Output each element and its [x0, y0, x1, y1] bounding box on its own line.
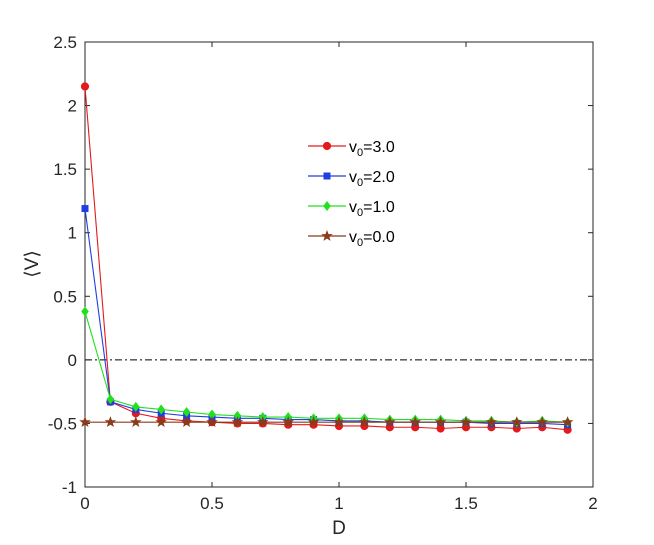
series-layer [79, 82, 574, 434]
x-tick-label: 1.5 [454, 494, 478, 513]
data-point [80, 82, 90, 91]
plot-area [84, 41, 594, 488]
y-tick-label: 2.5 [53, 33, 77, 52]
y-tick-label: 2 [68, 97, 77, 116]
legend: v0=3.0 v0=2.0 v0=1.0 v0=0.0 [308, 139, 395, 249]
legend-label: v0=2.0 [349, 169, 395, 189]
data-point [511, 416, 523, 428]
x-axis-label: D [332, 518, 346, 539]
data-point [130, 416, 142, 428]
data-point [132, 401, 140, 412]
legend-label: v0=3.0 [349, 139, 395, 159]
series-3 [79, 416, 574, 428]
data-point [333, 416, 345, 428]
data-point [231, 416, 244, 428]
legend-marker [323, 172, 331, 180]
data-point [460, 416, 472, 428]
legend-item: v0=1.0 [308, 199, 395, 219]
data-point [180, 416, 193, 428]
legend-item: v0=3.0 [308, 139, 395, 159]
data-point [257, 416, 269, 428]
data-point [106, 394, 115, 405]
y-tick-label: -1 [62, 478, 77, 497]
y-axis-label: ⟨V⟩ [22, 250, 43, 278]
data-point [434, 416, 447, 428]
legend-marker [322, 141, 332, 151]
legend-marker [321, 229, 333, 241]
data-point [536, 416, 548, 428]
series-line [84, 208, 568, 426]
data-point [409, 416, 421, 428]
y-tick-label: 0 [68, 351, 77, 370]
data-point [157, 404, 165, 415]
data-point [155, 416, 167, 428]
x-tick-label: 0.5 [200, 494, 224, 513]
data-point [282, 416, 294, 428]
data-point [81, 205, 89, 213]
data-point [384, 416, 396, 428]
data-point [485, 416, 498, 428]
data-point [79, 416, 91, 428]
legend-label: v0=0.0 [349, 229, 395, 249]
x-tick-label: 1 [334, 494, 343, 513]
data-point [206, 416, 218, 428]
y-tick-label: 1.5 [53, 160, 77, 179]
data-point [358, 416, 371, 428]
y-tick-label: 0.5 [53, 287, 77, 306]
data-point [104, 416, 117, 428]
y-tick-label: 1 [68, 224, 77, 243]
data-point [561, 416, 574, 428]
legend-item: v0=2.0 [308, 169, 395, 189]
legend-label: v0=1.0 [349, 199, 395, 219]
legend-item: v0=0.0 [308, 229, 395, 249]
data-point [81, 306, 89, 317]
series-line [84, 86, 568, 431]
y-tick-label: -0.5 [48, 414, 77, 433]
legend-marker [323, 200, 331, 212]
x-tick-label: 2 [588, 494, 597, 513]
x-tick-label: 0 [80, 494, 89, 513]
data-point [307, 416, 320, 428]
